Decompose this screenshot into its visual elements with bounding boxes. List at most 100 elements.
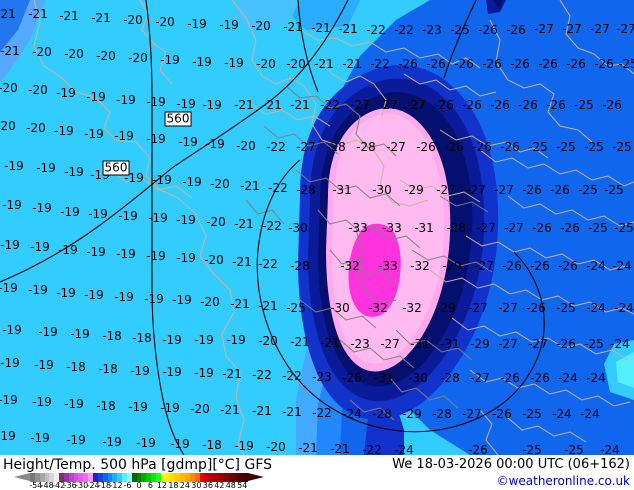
temperature-label: -20 <box>28 83 48 97</box>
temperature-label: -27 <box>296 140 316 154</box>
temperature-label: -21 <box>230 297 250 311</box>
colorbar-swatch <box>146 473 152 482</box>
temperature-label: -19 <box>152 173 172 187</box>
temperature-label: -26 <box>594 57 614 71</box>
colorbar-swatch <box>185 473 190 482</box>
colorbar-swatch <box>151 473 156 482</box>
colorbar: -54 -48 -42 -36 -30 -24 -18 -12 -6 0 6 12 18 24 30 36 42… <box>14 473 264 490</box>
temperature-label: -20 <box>236 139 256 153</box>
temperature-label: -19 <box>0 238 20 252</box>
temperature-label: -26 <box>510 57 530 71</box>
border-group <box>245 85 493 421</box>
legend-footer: Height/Temp. 500 hPa [gdmp][°C] GFS We 1… <box>0 455 634 490</box>
temperature-label: -19 <box>30 431 50 445</box>
colorbar-tick-label: 30 <box>191 481 202 490</box>
temperature-label: -18 <box>202 438 222 452</box>
temperature-label: -26 <box>500 140 520 154</box>
temperature-label: -31 <box>374 371 394 385</box>
temperature-label: -27 <box>504 221 524 235</box>
colorbar-swatch <box>63 473 69 482</box>
temperature-label: -28 <box>440 371 460 385</box>
temperature-label: -21 <box>290 335 310 349</box>
temperature-label: -21 <box>59 9 79 23</box>
temperature-label: -26 <box>518 98 538 112</box>
temperature-label: -26 <box>434 98 454 112</box>
temperature-label: -24 <box>342 407 362 421</box>
temperature-label: -19 <box>88 207 108 221</box>
temperature-label: -22 <box>312 406 332 420</box>
temperature-label: -26 <box>526 301 546 315</box>
temperature-label: -19 <box>64 165 84 179</box>
temperature-label: -21 <box>0 7 16 21</box>
colorbar-swatches <box>30 473 248 482</box>
temperature-label: -19 <box>194 333 214 347</box>
colorbar-tick-label: 36 <box>202 481 213 490</box>
colorbar-swatch <box>160 473 166 482</box>
temperature-label: -19 <box>2 198 22 212</box>
temperature-label: -25 <box>618 57 634 71</box>
temperature-label: -21 <box>232 255 252 269</box>
temperature-label: -29 <box>402 407 422 421</box>
temperature-label: -19 <box>84 288 104 302</box>
temperature-label: -24 <box>586 371 606 385</box>
temperature-label: -20 <box>256 57 276 71</box>
temperature-label: -21 <box>320 336 340 350</box>
temperature-label: -26 <box>522 183 542 197</box>
map-svg <box>0 0 634 455</box>
colorbar-tick-label: -42 <box>52 481 66 490</box>
temperature-label: -22 <box>282 369 302 383</box>
temperature-label: -20 <box>123 13 143 27</box>
temperature-label: -21 <box>220 403 240 417</box>
colorbar-swatch <box>180 473 185 482</box>
temperature-label: -18 <box>132 331 152 345</box>
map-canvas[interactable]: -21-21-21-21-20-20-19-19-20-21-21-21-22-… <box>0 0 634 455</box>
temperature-label: -21 <box>282 405 302 419</box>
temperature-label: -22 <box>262 219 282 233</box>
temperature-label: -22 <box>394 23 414 37</box>
temperature-label: -19 <box>178 135 198 149</box>
temperature-label: -27 <box>498 337 518 351</box>
temperature-label: -20 <box>266 440 286 454</box>
temperature-label: -19 <box>176 213 196 227</box>
temperature-label: -21 <box>240 179 260 193</box>
temperature-label: -32 <box>368 301 388 315</box>
temperature-label: -26 <box>416 140 436 154</box>
colorbar-swatch <box>194 473 200 482</box>
temperature-label: -26 <box>532 221 552 235</box>
temperature-label: -20 <box>190 402 210 416</box>
temperature-label: -21 <box>252 404 272 418</box>
temperature-label: -26 <box>506 23 526 37</box>
temperature-label: -26 <box>342 371 362 385</box>
height-contour-group <box>0 0 545 455</box>
temperature-label: -25 <box>522 407 542 421</box>
temperature-label: -22 <box>370 57 390 71</box>
colorbar-swatch <box>131 473 137 482</box>
temperature-label: -20 <box>64 47 84 61</box>
colorbar-tick-label: 0 <box>136 481 142 490</box>
colorbar-swatch <box>30 473 35 482</box>
colorbar-swatch <box>189 473 195 482</box>
temperature-label: -25 <box>286 301 306 315</box>
temperature-label: -19 <box>114 290 134 304</box>
colorbar-swatch <box>54 473 60 482</box>
colorbar-arrow-high <box>248 473 264 481</box>
colorbar-ticks: -54 -48 -42 -36 -30 -24 -18 -12 -6 0 6 12 18 24 30 36 42… <box>14 482 264 490</box>
temperature-label: -27 <box>528 337 548 351</box>
colorbar-tick-label: 48 <box>225 481 236 490</box>
colorbar-tick-label: 12 <box>156 481 168 490</box>
temperature-label: -22 <box>266 140 286 154</box>
colorbar-tick-label: -54 <box>29 481 43 490</box>
temperature-label: -22 <box>252 368 272 382</box>
temperature-label: -26 <box>530 259 550 273</box>
temperature-label: -25 <box>614 221 634 235</box>
temperature-label: -19 <box>146 95 166 109</box>
colorbar-tick-label: -30 <box>75 481 89 490</box>
colorbar-swatch <box>238 473 244 482</box>
temperature-label: -27 <box>590 22 610 36</box>
colorbar-tick-label: 6 <box>147 481 154 490</box>
temperature-label: -24 <box>586 259 606 273</box>
temperature-label: -19 <box>146 132 166 146</box>
colorbar-tick-label: 42 <box>214 481 225 490</box>
colorbar-swatch <box>243 473 248 482</box>
colorbar-swatch <box>175 473 181 482</box>
